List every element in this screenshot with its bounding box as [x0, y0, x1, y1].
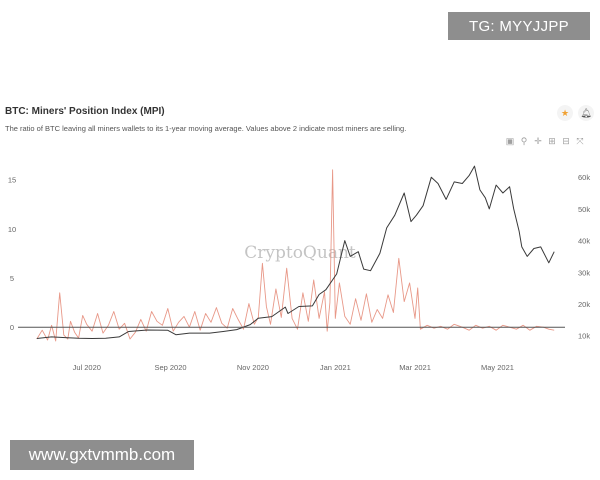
zoom-out-icon[interactable]: ⊟	[562, 136, 570, 146]
y-left-tick-label: 0	[10, 323, 14, 332]
reset-axes-icon[interactable]: ⤧	[576, 136, 584, 146]
mpi-series-line	[36, 169, 555, 342]
zoom-icon[interactable]: ⚲	[520, 136, 528, 146]
y-right-tick-label: 50k	[578, 205, 590, 214]
star-icon[interactable]: ★	[557, 105, 573, 121]
chart-title: BTC: Miners' Position Index (MPI)	[5, 106, 165, 117]
x-tick-label: Jul 2020	[73, 363, 101, 372]
x-tick-label: Sep 2020	[154, 363, 186, 372]
bell-icon[interactable]: 🔔︎	[578, 105, 594, 121]
website-badge: www.gxtvmmb.com	[10, 440, 194, 470]
y-right-tick-label: 60k	[578, 173, 590, 182]
chart-toolbar: ▣ ⚲ ✛ ⊞ ⊟ ⤧	[505, 136, 585, 146]
plot-area	[36, 165, 555, 342]
y-right-tick-label: 40k	[578, 237, 590, 246]
watermark-text: CryptoQuant	[244, 243, 356, 263]
pan-icon[interactable]: ✛	[534, 136, 542, 146]
y-right-tick-label: 20k	[578, 300, 590, 309]
price-series-line	[36, 165, 555, 339]
y-left-tick-label: 5	[10, 274, 14, 283]
axes: 0 5 10 15 10k 20k 30k 40k 50k 60k Jul 2020 Sep 2020…	[8, 173, 591, 372]
camera-icon[interactable]: ▣	[505, 136, 515, 146]
y-left-tick-label: 10	[8, 225, 16, 234]
x-tick-label: Jan 2021	[320, 363, 351, 372]
telegram-badge: TG: MYYJJPP	[448, 12, 590, 40]
y-right-tick-label: 10k	[578, 332, 590, 341]
y-right-tick-label: 30k	[578, 268, 590, 277]
y-left-tick-label: 15	[8, 176, 16, 185]
x-tick-label: Mar 2021	[399, 363, 431, 372]
x-tick-label: Nov 2020	[237, 363, 269, 372]
chart-subtitle: The ratio of BTC leaving all miners wall…	[5, 124, 407, 133]
x-tick-label: May 2021	[481, 363, 514, 372]
zoom-in-icon[interactable]: ⊞	[548, 136, 556, 146]
